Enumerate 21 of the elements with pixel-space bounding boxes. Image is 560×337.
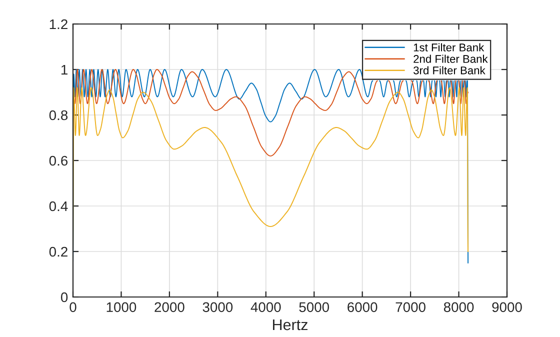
legend-label: 2nd Filter Bank — [414, 54, 488, 63]
x-tick-label: 4000 — [250, 302, 281, 312]
x-tick-label: 1000 — [106, 302, 136, 312]
x-tick-label: 6000 — [348, 302, 378, 312]
x-tick-label: 3000 — [202, 302, 233, 312]
y-tick-label: 0.6 — [49, 156, 68, 166]
legend-label: 1st Filter Bank — [414, 43, 484, 52]
x-tick-label: 0 — [70, 302, 76, 312]
x-tick-label: 9000 — [492, 302, 522, 312]
y-tick-label: 0 — [60, 292, 68, 302]
x-axis-title: Hertz — [273, 320, 308, 330]
y-tick-label: 1.2 — [50, 19, 68, 30]
x-tick-label: 2000 — [154, 302, 184, 312]
x-tick-label: 5000 — [299, 302, 330, 312]
y-tick-label: 0.8 — [49, 110, 68, 120]
y-tick-label: 0.4 — [49, 201, 68, 212]
x-tick-label: 7000 — [396, 302, 426, 312]
legend-label: 3rd Filter Bank — [414, 66, 486, 74]
y-tick-label: 1 — [61, 64, 68, 75]
y-tick-label: 0.2 — [49, 246, 68, 257]
x-tick-label: 8000 — [444, 302, 474, 312]
